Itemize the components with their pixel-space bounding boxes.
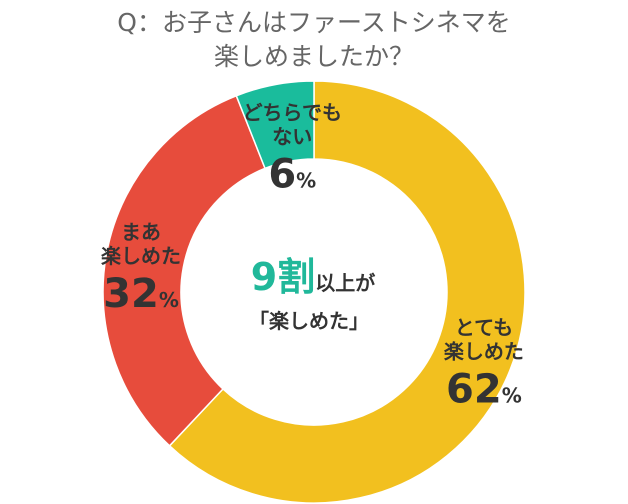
center-headline: 9割以上が [251,255,375,299]
slice-label-neutral-line2: ない [272,125,312,149]
slice-somewhat-enjoyed [102,94,267,447]
slice-value-number-neutral: 6 [268,152,296,198]
slice-label-neutral-line1: どちらでも [243,101,342,125]
slice-value-neutral: 6% [268,152,316,198]
slice-value-number-very-enjoyed: 62 [446,366,502,412]
slice-value-very-enjoyed: 62% [446,366,522,412]
slice-label-somewhat-enjoyed-line2: 楽しめた [101,244,181,268]
slice-value-somewhat-enjoyed: 32% [103,271,179,317]
slice-label-somewhat-enjoyed-line1: まあ [121,220,161,244]
center-text: 9割以上が 「楽しめた」 [249,255,375,333]
center-big-text: 9割 [251,255,315,299]
slice-value-unit-somewhat-enjoyed: % [159,288,179,312]
center-small-text: 以上が [315,271,375,295]
slice-label-very-enjoyed-line1: とても [455,315,513,339]
center-line2: 「楽しめた」 [249,309,369,333]
slice-value-number-somewhat-enjoyed: 32 [103,271,159,317]
title-line-2: 楽しめましたか？ [213,42,414,71]
slice-value-unit-very-enjoyed: % [502,383,522,407]
slice-value-unit-neutral: % [296,169,316,193]
slice-very-enjoyed [168,80,526,504]
chart-title: Q：お子さんはファーストシネマを 楽しめましたか？ [0,6,628,74]
slice-label-very-enjoyed-line2: 楽しめた [444,339,524,363]
slice-neutral [235,80,315,170]
title-line-1: Q：お子さんはファーストシネマを [117,8,511,37]
chart-slices [102,80,526,504]
